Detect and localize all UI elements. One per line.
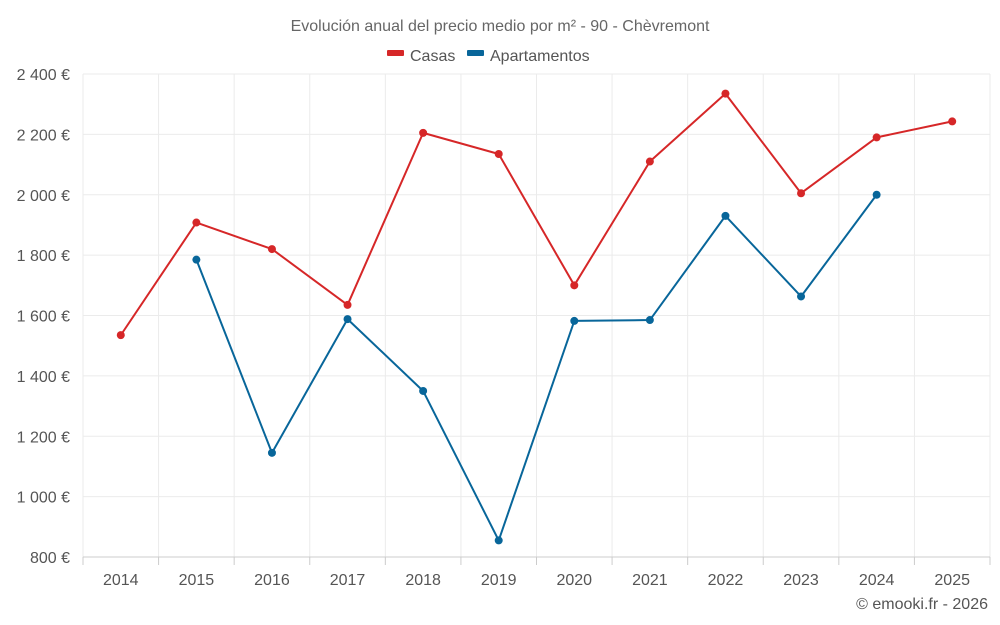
- data-point-apartamentos-2020[interactable]: [570, 316, 579, 325]
- data-point-apartamentos-2024[interactable]: [872, 190, 881, 199]
- data-point-apartamentos-2016[interactable]: [267, 448, 276, 457]
- x-tick-label: 2021: [632, 572, 668, 589]
- y-tick-label: 2 400 €: [17, 67, 70, 84]
- legend-swatch: [387, 50, 404, 56]
- y-tick-label: 1 400 €: [17, 369, 70, 386]
- x-tick-label: 2016: [254, 572, 290, 589]
- x-tick-label: 2014: [103, 572, 139, 589]
- legend-label: Apartamentos: [490, 48, 590, 65]
- legend[interactable]: Casas Apartamentos: [387, 48, 590, 65]
- data-point-casas-2019[interactable]: [494, 149, 503, 158]
- data-point-apartamentos-2019[interactable]: [494, 536, 503, 545]
- series-apartamentos: [192, 190, 881, 545]
- legend-swatch: [467, 50, 484, 56]
- data-point-casas-2015[interactable]: [192, 218, 201, 227]
- y-tick-label: 800 €: [30, 550, 70, 567]
- x-tick-label: 2023: [783, 572, 819, 589]
- y-tick-label: 2 200 €: [17, 127, 70, 144]
- chart-title: Evolución anual del precio medio por m² …: [291, 18, 710, 35]
- legend-item-apartamentos[interactable]: Apartamentos: [467, 48, 590, 65]
- data-point-apartamentos-2023[interactable]: [797, 292, 806, 301]
- data-point-casas-2025[interactable]: [948, 117, 957, 126]
- data-point-apartamentos-2015[interactable]: [192, 255, 201, 264]
- y-tick-label: 1 800 €: [17, 248, 70, 265]
- x-tick-label: 2020: [556, 572, 592, 589]
- series-line-apartamentos: [195, 194, 878, 542]
- data-point-casas-2020[interactable]: [570, 281, 579, 290]
- legend-item-casas[interactable]: Casas: [387, 48, 455, 65]
- data-point-casas-2023[interactable]: [797, 189, 806, 198]
- x-tick-label: 2019: [481, 572, 517, 589]
- data-point-casas-2014[interactable]: [116, 331, 125, 340]
- axis-layer: 800 € 1 000 € 1 200 € 1 400 € 1 600 € 1 800 €…: [17, 67, 991, 589]
- data-point-casas-2016[interactable]: [267, 245, 276, 254]
- grid-layer: [82, 73, 991, 558]
- data-point-apartamentos-2021[interactable]: [645, 316, 654, 325]
- data-point-casas-2017[interactable]: [343, 300, 352, 309]
- data-point-apartamentos-2022[interactable]: [721, 211, 730, 220]
- legend-label: Casas: [410, 48, 455, 65]
- y-tick-label: 1 200 €: [17, 429, 70, 446]
- credit-text: © emooki.fr - 2026: [856, 596, 988, 613]
- x-tick-label: 2022: [708, 572, 744, 589]
- data-point-apartamentos-2018[interactable]: [419, 386, 428, 395]
- data-point-casas-2022[interactable]: [721, 89, 730, 98]
- x-tick-label: 2024: [859, 572, 895, 589]
- series-casas: [116, 89, 957, 340]
- series-layer: [116, 89, 957, 545]
- x-tick-label: 2018: [405, 572, 441, 589]
- y-tick-label: 2 000 €: [17, 188, 70, 205]
- x-tick-label: 2015: [179, 572, 215, 589]
- data-point-casas-2021[interactable]: [645, 157, 654, 166]
- series-line-casas: [119, 92, 953, 336]
- y-tick-label: 1 600 €: [17, 309, 70, 326]
- data-point-casas-2024[interactable]: [872, 133, 881, 142]
- y-tick-label: 1 000 €: [17, 490, 70, 507]
- data-point-apartamentos-2017[interactable]: [343, 315, 352, 324]
- x-tick-label: 2025: [934, 572, 970, 589]
- data-point-casas-2018[interactable]: [419, 128, 428, 137]
- x-tick-label: 2017: [330, 572, 366, 589]
